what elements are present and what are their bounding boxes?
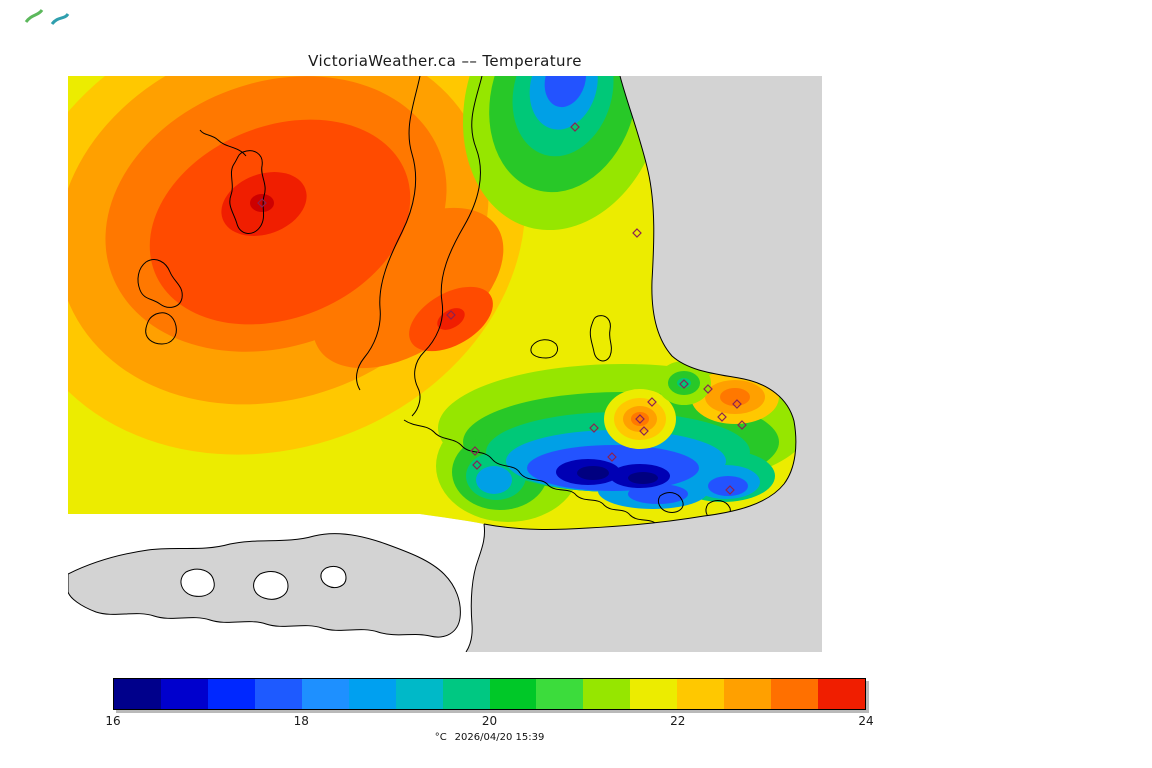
cool-core-north (462, 76, 665, 231)
colorbar-tick-label: 18 (293, 714, 309, 728)
warm-core-west (68, 76, 526, 455)
station-marker (679, 379, 689, 389)
cool-spot-east (657, 361, 711, 405)
station-marker (470, 446, 480, 456)
temperature-map-svg (68, 76, 822, 652)
colorbar-segment (348, 679, 396, 709)
warm-spot-east (691, 370, 779, 424)
station-marker (257, 198, 267, 208)
colorbar-segment (630, 679, 678, 709)
colorbar-tick-label: 24 (858, 714, 874, 728)
colorbar-timestamp: 2026/04/20 15:39 (454, 732, 545, 743)
colorbar-tick-label: 16 (105, 714, 121, 728)
warm-spot-harbour (604, 389, 676, 449)
colorbar-segment (207, 679, 255, 709)
island-outline (589, 315, 612, 362)
corner-glyph-stroke (50, 13, 70, 25)
station-marker (632, 228, 642, 238)
island-outline (657, 492, 684, 513)
station-marker (635, 414, 645, 424)
lake-outline (229, 150, 266, 234)
station-marker (725, 485, 735, 495)
station-marker (446, 310, 456, 320)
colorbar-gradient (113, 678, 866, 710)
field-boundary-coastline (483, 76, 797, 530)
colorbar-segment (818, 679, 865, 709)
colorbar-ticks: 16 18 20 22 24 (105, 714, 873, 730)
station-marker (732, 399, 742, 409)
lake-outline (320, 565, 347, 589)
colorbar-segment (395, 679, 443, 709)
colorbar: 16 18 20 22 24 °C 2026/04/20 15:39 (105, 678, 874, 743)
colorbar-segment (442, 679, 490, 709)
station-markers (257, 122, 747, 495)
colorbar-segment (583, 679, 631, 709)
station-marker (607, 452, 617, 462)
colorbar-unit: °C (434, 732, 447, 743)
temperature-field (68, 76, 796, 530)
station-marker (639, 426, 649, 436)
station-marker (717, 412, 727, 422)
inlet-west-shore (356, 76, 421, 391)
station-marker (647, 397, 657, 407)
colorbar-tick-label: 22 (670, 714, 686, 728)
coastlines (137, 76, 771, 526)
station-marker (570, 122, 580, 132)
island-outline (145, 312, 177, 345)
page-corner-glyph (24, 9, 70, 25)
inlet-east-shore (411, 76, 483, 417)
colorbar-caption: °C 2026/04/20 15:39 (113, 732, 866, 743)
colorbar-tick-label: 20 (481, 714, 498, 728)
south-coastline (403, 419, 659, 526)
island-outline (530, 339, 559, 359)
station-marker (737, 420, 747, 430)
colorbar-segment (254, 679, 302, 709)
colorbar-segment (724, 679, 772, 709)
corner-glyph-stroke (24, 9, 44, 23)
colorbar-segment (301, 679, 349, 709)
temperature-map (68, 76, 822, 652)
colorbar-segment (160, 679, 208, 709)
south-landmass (68, 523, 485, 652)
colorbar-segment (489, 679, 537, 709)
station-marker (703, 384, 713, 394)
colorbar-segment (771, 679, 819, 709)
colorbar-segment (677, 679, 725, 709)
lake-outline (253, 571, 289, 600)
colorbar-segment (536, 679, 584, 709)
station-marker (589, 423, 599, 433)
colorbar-segment (114, 679, 161, 709)
lake-outline (180, 568, 215, 597)
island-outline (137, 259, 183, 308)
stream-line (199, 129, 247, 157)
page-title: VictoriaWeather.ca –– Temperature (308, 52, 582, 70)
station-marker (472, 460, 482, 470)
shoreline-east-of-sea (465, 523, 485, 652)
